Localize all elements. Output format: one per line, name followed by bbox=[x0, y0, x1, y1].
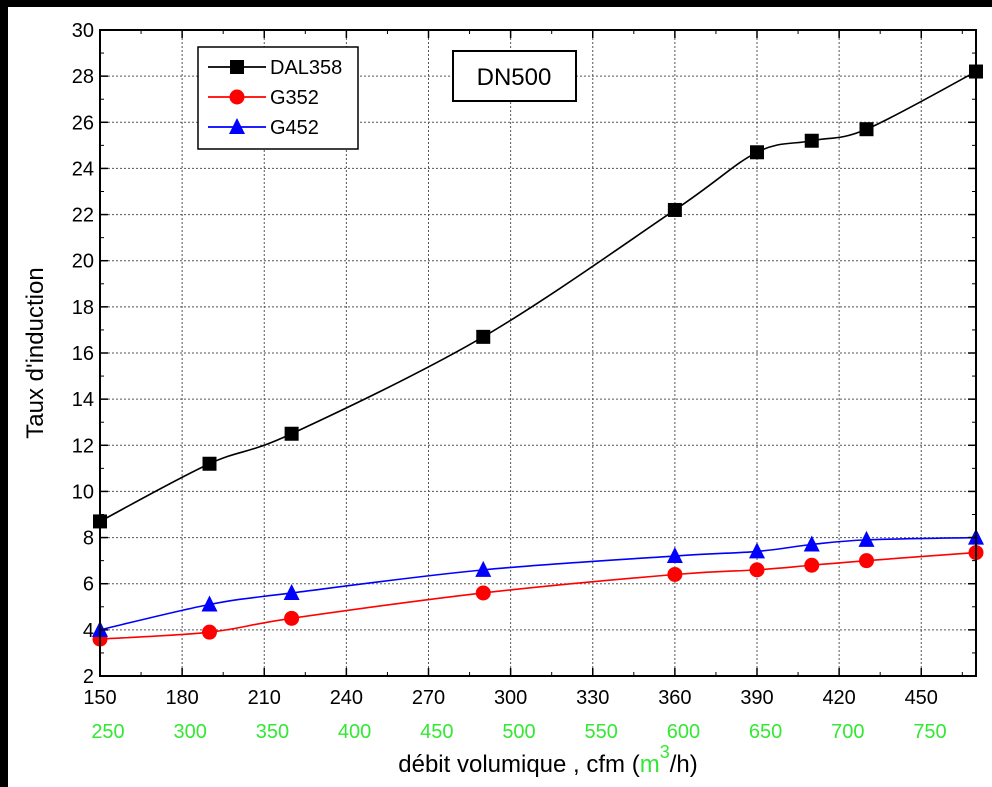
secondary-x-tick-label: 600 bbox=[667, 721, 700, 743]
y-tick-label: 2 bbox=[83, 666, 94, 688]
data-point-G452 bbox=[201, 595, 218, 612]
x-axis-title-tail: /h) bbox=[670, 751, 698, 778]
x-tick-label: 240 bbox=[330, 687, 363, 709]
legend-swatch-marker bbox=[229, 118, 245, 134]
data-point-DAL358 bbox=[667, 202, 682, 217]
y-tick-label: 4 bbox=[83, 620, 94, 642]
legend-swatch-marker bbox=[229, 89, 245, 105]
tick-labels: 150 180 210 240 270 300 330 360 390 420 4502468101… bbox=[72, 20, 947, 743]
legend-label: G352 bbox=[270, 87, 319, 109]
y-tick-label: 14 bbox=[72, 389, 94, 411]
x-tick-label: 420 bbox=[822, 687, 855, 709]
y-axis-title: Taux d'induction bbox=[22, 267, 49, 438]
legend: DAL358 G352 G452 bbox=[197, 46, 359, 150]
data-point-DAL358 bbox=[284, 426, 299, 441]
y-tick-label: 12 bbox=[72, 435, 94, 457]
legend-item-G452: G452 bbox=[208, 117, 319, 139]
y-tick-label: 18 bbox=[72, 297, 94, 319]
y-tick-label: 6 bbox=[83, 574, 94, 596]
data-point-G452 bbox=[666, 547, 683, 564]
data-point-G352 bbox=[804, 557, 820, 573]
data-point-G352 bbox=[667, 566, 683, 582]
data-point-G452 bbox=[803, 535, 820, 552]
data-point-G352 bbox=[284, 610, 300, 626]
data-point-G352 bbox=[202, 624, 217, 640]
legend-item-DAL358: DAL358 bbox=[208, 57, 342, 79]
x-axis-title-main: débit volumique , cfm ( bbox=[398, 751, 639, 778]
annotation-text: DN500 bbox=[477, 64, 552, 91]
series-DAL358 bbox=[93, 64, 983, 529]
secondary-x-tick-label: 400 bbox=[338, 721, 371, 743]
legend-label: G452 bbox=[270, 117, 319, 139]
y-tick-label: 26 bbox=[72, 112, 94, 134]
secondary-x-tick-label: 750 bbox=[913, 721, 946, 743]
chart-canvas: 150 180 210 240 270 300 330 360 390 420 450 2 4 6 8 10 1… bbox=[8, 7, 992, 787]
x-tick-label: 180 bbox=[165, 687, 198, 709]
data-point-DAL358 bbox=[804, 133, 819, 148]
y-tick-label: 20 bbox=[72, 251, 94, 273]
data-point-DAL358 bbox=[202, 456, 217, 471]
data-point-G452 bbox=[749, 542, 765, 559]
x-tick-label: 390 bbox=[740, 687, 773, 709]
data-point-G352 bbox=[749, 562, 765, 578]
secondary-x-tick-label: 300 bbox=[174, 721, 207, 743]
y-tick-label: 24 bbox=[72, 158, 94, 180]
data-point-DAL358 bbox=[750, 145, 764, 160]
legend-swatch-marker bbox=[230, 60, 244, 74]
secondary-x-tick-label: 350 bbox=[256, 721, 289, 743]
x-axis-title-sup: 3 bbox=[660, 742, 670, 762]
ticks bbox=[99, 29, 976, 677]
secondary-x-tick-label: 450 bbox=[420, 721, 453, 743]
x-tick-label: 300 bbox=[494, 687, 527, 709]
y-tick-label: 28 bbox=[72, 66, 94, 88]
secondary-x-tick-label: 700 bbox=[831, 721, 864, 743]
secondary-x-tick-label: 550 bbox=[585, 721, 618, 743]
x-tick-label: 450 bbox=[905, 687, 938, 709]
y-tick-label: 10 bbox=[72, 481, 94, 503]
legend-item-G352: G352 bbox=[208, 87, 319, 109]
x-axis-title-unit: m bbox=[640, 751, 660, 778]
chart-svg: 150 180 210 240 270 300 330 360 390 420 4502468101… bbox=[22, 20, 984, 778]
series-G352 bbox=[92, 545, 984, 647]
secondary-x-tick-label: 500 bbox=[502, 721, 535, 743]
data-point-G452 bbox=[475, 560, 492, 577]
annotation-box: DN500 bbox=[452, 50, 577, 102]
data-point-G452 bbox=[858, 530, 875, 547]
x-tick-label: 150 bbox=[83, 687, 116, 709]
secondary-x-tick-label: 250 bbox=[91, 721, 124, 743]
data-point-DAL358 bbox=[859, 122, 874, 137]
data-point-G452 bbox=[283, 583, 300, 600]
x-tick-label: 210 bbox=[248, 687, 281, 709]
secondary-x-tick-label: 650 bbox=[749, 721, 782, 743]
x-axis-title: débit volumique , cfm (m3/h) bbox=[398, 742, 697, 778]
x-tick-label: 270 bbox=[412, 687, 445, 709]
data-point-G352 bbox=[859, 553, 874, 569]
y-tick-label: 8 bbox=[83, 528, 94, 550]
series-line-G452 bbox=[99, 536, 977, 631]
data-point-G352 bbox=[475, 585, 491, 601]
x-tick-label: 360 bbox=[658, 687, 691, 709]
y-tick-label: 16 bbox=[72, 343, 94, 365]
y-tick-label: 22 bbox=[72, 205, 94, 227]
series-line-G352 bbox=[99, 551, 977, 640]
legend-frame bbox=[197, 46, 359, 150]
series-layer bbox=[92, 64, 984, 647]
x-tick-label: 330 bbox=[576, 687, 609, 709]
data-point-DAL358 bbox=[476, 329, 491, 344]
series-G452 bbox=[92, 528, 984, 637]
y-tick-label: 30 bbox=[72, 20, 94, 42]
series-line-DAL358 bbox=[99, 70, 977, 523]
legend-label: DAL358 bbox=[270, 57, 342, 79]
